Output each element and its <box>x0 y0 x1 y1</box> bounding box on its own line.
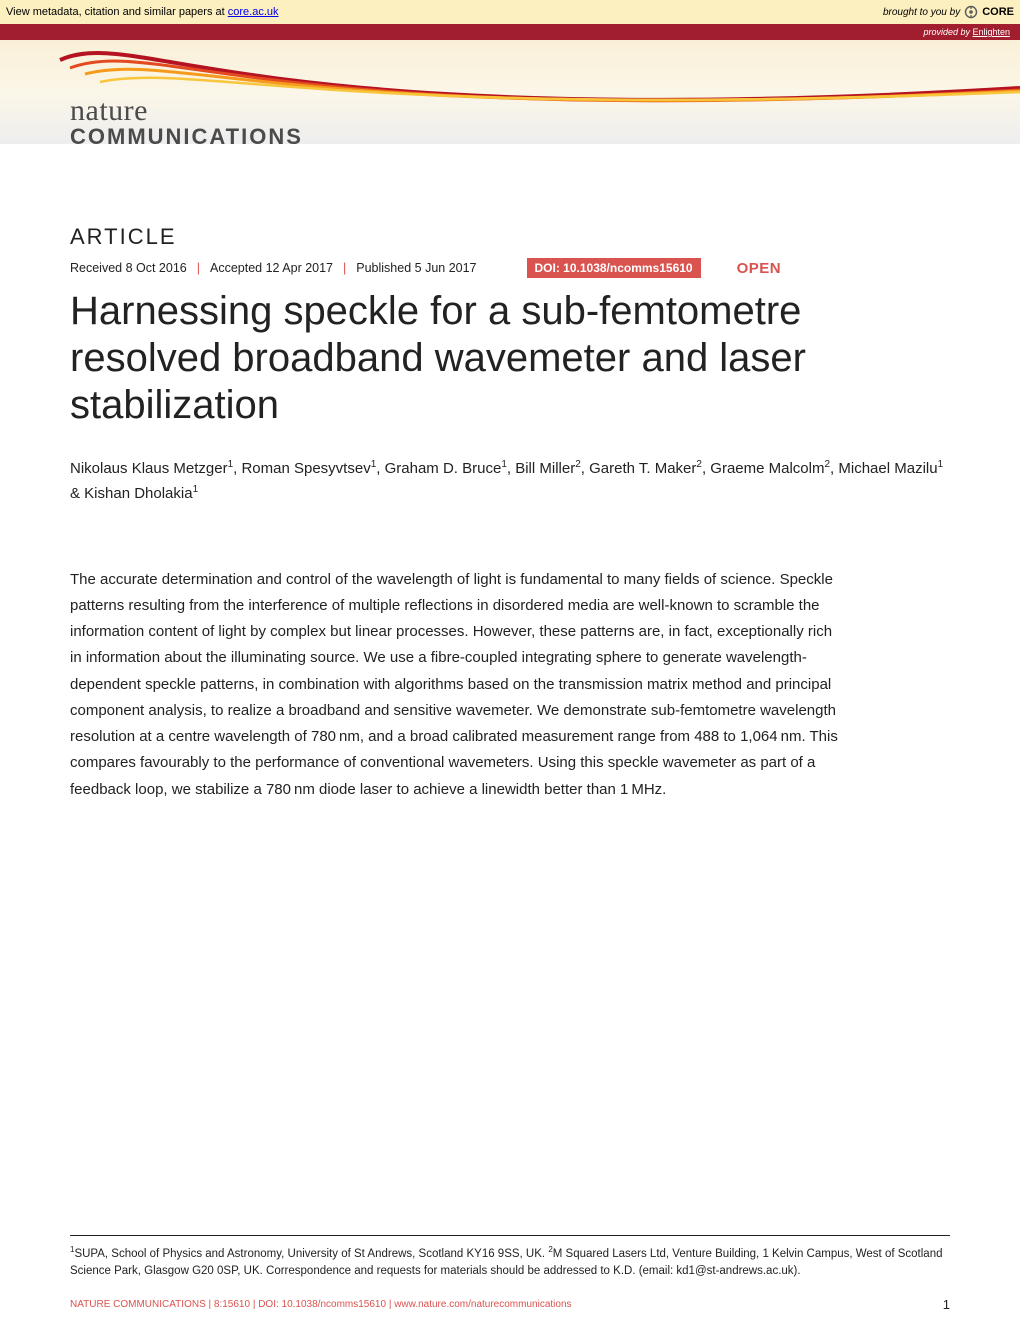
core-banner: View metadata, citation and similar pape… <box>0 0 1020 24</box>
affil-ref: 1 <box>193 484 199 495</box>
provided-by-bar: provided by Enlighten <box>0 24 1020 40</box>
banner-right: brought to you by CORE <box>883 5 1014 19</box>
affil-text: SUPA, School of Physics and Astronomy, U… <box>74 1248 548 1260</box>
article-content: ARTICLE Received 8 Oct 2016 | Accepted 1… <box>0 144 1020 803</box>
journal-brand: nature COMMUNICATIONS <box>70 96 303 144</box>
author: , Michael Mazilu <box>830 460 938 477</box>
author-list: Nikolaus Klaus Metzger 1 , Roman Spesyvtse… <box>70 456 950 507</box>
abstract-text: The accurate determination and control o… <box>70 567 840 803</box>
accepted-date: Accepted 12 Apr 2017 <box>210 261 333 275</box>
affiliations: 1SUPA, School of Physics and Astronomy, … <box>70 1235 950 1280</box>
brand-nature: nature <box>70 96 303 126</box>
author: , Graeme Malcolm <box>702 460 825 477</box>
article-meta: Received 8 Oct 2016 | Accepted 12 Apr 20… <box>70 258 950 278</box>
provided-prefix: provided by <box>923 27 972 37</box>
brought-by-label: brought to you by <box>883 7 960 18</box>
journal-masthead: nature COMMUNICATIONS <box>0 40 1020 144</box>
author: , Graham D. Bruce <box>376 460 501 477</box>
provided-source[interactable]: Enlighten <box>972 27 1010 37</box>
doi-badge[interactable]: DOI: 10.1038/ncomms15610 <box>527 258 701 278</box>
brand-communications: COMMUNICATIONS <box>70 126 303 144</box>
published-date: Published 5 Jun 2017 <box>356 261 476 275</box>
page-footer: NATURE COMMUNICATIONS | 8:15610 | DOI: 1… <box>70 1297 950 1312</box>
author: & Kishan Dholakia <box>70 485 193 502</box>
author: Nikolaus Klaus Metzger <box>70 460 228 477</box>
received-date: Received 8 Oct 2016 <box>70 261 187 275</box>
core-link[interactable]: core.ac.uk <box>228 6 279 18</box>
affil-ref: 1 <box>938 459 944 470</box>
author: , Roman Spesyvtsev <box>233 460 371 477</box>
open-access-badge: OPEN <box>737 260 782 277</box>
author: , Bill Miller <box>507 460 575 477</box>
meta-separator: | <box>343 261 346 275</box>
banner-left: View metadata, citation and similar pape… <box>6 6 279 18</box>
author: , Gareth T. Maker <box>581 460 697 477</box>
footer-citation: NATURE COMMUNICATIONS | 8:15610 | DOI: 1… <box>70 1299 572 1310</box>
article-type-label: ARTICLE <box>70 224 950 250</box>
banner-prefix: View metadata, citation and similar pape… <box>6 6 228 18</box>
page-number: 1 <box>943 1297 950 1312</box>
core-icon <box>964 5 978 19</box>
core-logo-text: CORE <box>982 6 1014 18</box>
meta-separator: | <box>197 261 200 275</box>
article-title: Harnessing speckle for a sub-femtometre … <box>70 288 950 430</box>
